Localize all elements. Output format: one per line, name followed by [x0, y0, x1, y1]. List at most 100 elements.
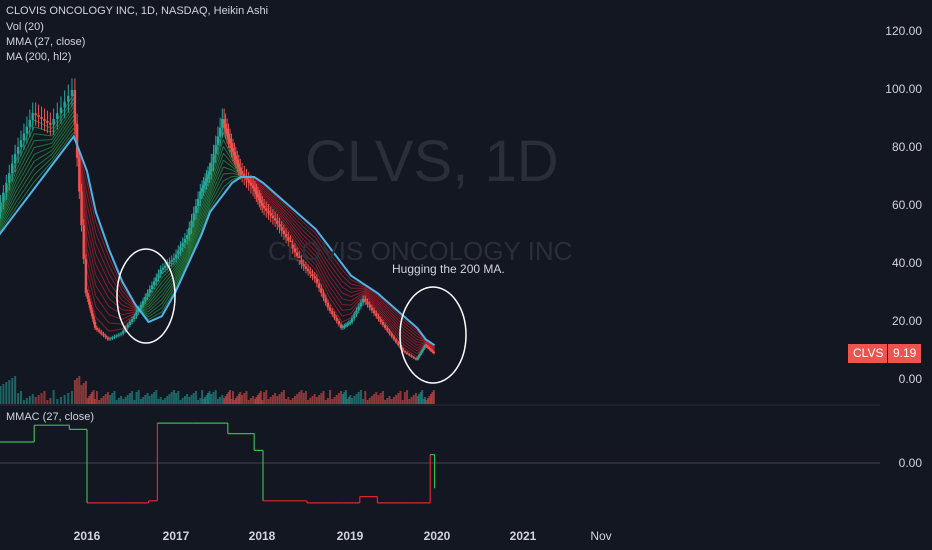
mma-ribbon-line	[350, 293, 365, 306]
mma-ribbon-line	[108, 290, 123, 306]
indicator-ma200[interactable]: MA (200, hl2)	[6, 51, 72, 63]
mma-ribbon-line	[275, 203, 290, 219]
mma-ribbon-line	[403, 344, 418, 355]
candle-body	[269, 213, 272, 216]
candle-body	[146, 293, 149, 297]
mma-ribbon-line	[253, 178, 264, 188]
candle-body	[350, 318, 354, 322]
volume-bar	[161, 400, 164, 404]
mma-ribbon-line	[95, 222, 110, 258]
volume-bar	[221, 395, 224, 404]
y-axis-label: 60.00	[891, 198, 922, 212]
mma-ribbon-line	[148, 282, 163, 302]
candle-body	[93, 322, 97, 328]
volume-bar	[168, 394, 171, 404]
candle-body	[353, 314, 356, 319]
volume-bar	[245, 391, 248, 404]
volume-bar	[8, 380, 11, 404]
volume-bar	[267, 399, 270, 404]
candle-body	[13, 153, 17, 164]
watermark-symbol: CLVS, 1D	[305, 129, 559, 194]
x-axis-label: 2017	[162, 529, 190, 543]
candle-body	[262, 206, 266, 209]
candle-body	[177, 250, 180, 255]
volume-bar	[421, 390, 424, 404]
mma-ribbon-line	[403, 331, 418, 343]
candle-body	[249, 182, 253, 186]
volume-bar	[253, 399, 256, 404]
mma-ribbon-line	[231, 166, 242, 175]
candle-body	[284, 234, 288, 238]
candle-body	[22, 133, 26, 141]
mma-ribbon-line	[341, 269, 352, 281]
mma-ribbon-line	[377, 309, 391, 327]
mma-ribbon-line	[302, 259, 317, 275]
candle-body	[237, 163, 240, 168]
volume-bar	[269, 397, 272, 404]
mma-ribbon-line	[86, 237, 97, 276]
volume-bar	[282, 390, 285, 404]
volume-bar	[192, 393, 195, 404]
mma-ribbon-line	[232, 175, 242, 177]
mma-ribbon-line	[289, 211, 303, 227]
candle-body	[359, 302, 363, 307]
candle-body	[86, 293, 89, 299]
candle-body	[315, 278, 319, 284]
watermark-name: CLOVIS ONCOLOGY INC	[268, 236, 573, 266]
volume-bar	[388, 396, 391, 404]
mma-ribbon-line	[108, 281, 123, 301]
mma-ribbon-line	[200, 174, 211, 196]
volume-bar	[237, 394, 240, 404]
annotation-text[interactable]: Hugging the 200 MA.	[392, 262, 505, 276]
mma-ribbon-line	[315, 237, 330, 258]
volume-bar	[80, 385, 83, 404]
volume-bar	[259, 391, 262, 404]
volume-bar	[230, 399, 233, 404]
indicator-mmac[interactable]: MMAC (27, close)	[6, 411, 95, 423]
mma-ribbon-line	[51, 110, 75, 144]
y-axis-label: 0.00	[898, 372, 922, 386]
volume-bar	[214, 390, 217, 404]
volume-bar	[408, 399, 411, 404]
mma-ribbon-line	[51, 106, 75, 140]
mma-ribbon-line	[328, 296, 343, 317]
volume-bar	[331, 399, 334, 404]
y-axis-label: 120.00	[885, 24, 922, 38]
volume-bar	[157, 399, 160, 404]
volume-bar	[102, 396, 105, 404]
mma-ribbon-line	[187, 211, 202, 249]
mma-ribbon-line	[16, 174, 35, 202]
volume-bar	[153, 392, 156, 404]
candle-body	[172, 258, 176, 261]
mma-ribbon-line	[108, 273, 123, 296]
indicator-mma[interactable]: MMA (27, close)	[6, 36, 86, 48]
mma-ribbon-line	[174, 255, 189, 284]
candle-body	[368, 304, 371, 308]
candle-body	[302, 264, 305, 267]
mma-ribbon-line	[262, 188, 277, 202]
mma-ribbon-line	[350, 289, 365, 293]
mma-ribbon-line	[86, 226, 97, 265]
mma-ribbon-line	[108, 265, 123, 292]
candle-body	[196, 198, 200, 206]
volume-bar	[302, 393, 305, 404]
mma-ribbon-line	[16, 140, 35, 176]
mma-ribbon-line	[108, 257, 123, 287]
mma-ribbon-line	[315, 264, 330, 292]
candle-body	[322, 293, 325, 298]
mma-ribbon-line	[262, 184, 277, 198]
mma-ribbon-line	[187, 222, 202, 257]
mma-ribbon-line	[288, 227, 304, 248]
candle-body	[414, 358, 418, 360]
volume-bar	[113, 391, 116, 404]
volume-bar	[194, 391, 197, 404]
candle-body	[426, 346, 430, 348]
candle-body	[89, 304, 92, 311]
volume-bar	[84, 381, 87, 404]
mma-ribbon-line	[377, 307, 391, 324]
candle-body	[408, 353, 411, 356]
mma-ribbon-line	[275, 198, 290, 213]
indicator-volume[interactable]: Vol (20)	[6, 21, 44, 33]
mma-ribbon-line	[200, 185, 211, 208]
